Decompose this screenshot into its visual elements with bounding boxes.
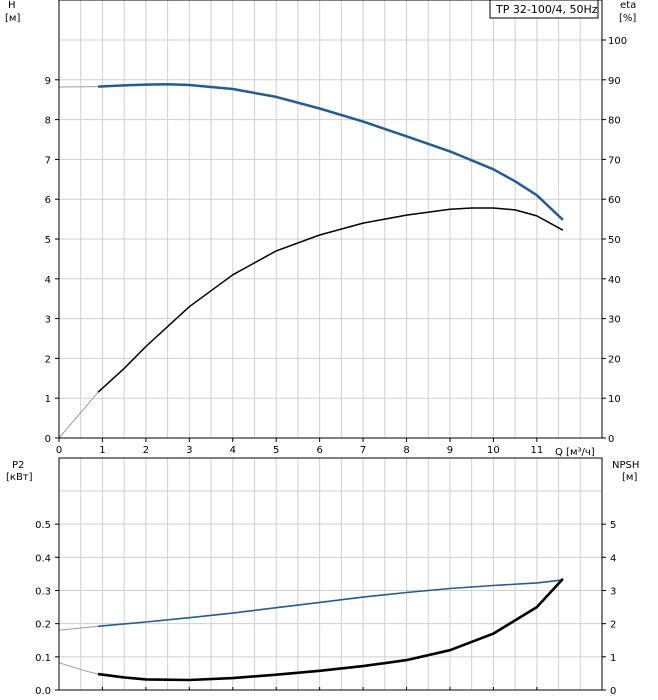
bottom-right-tick-label: 1 — [610, 653, 616, 664]
top-left-axis-title-line1: H — [8, 0, 16, 11]
top-left-axis-title-line2: [м] — [5, 13, 20, 24]
top-right-tick-label: 80 — [608, 116, 621, 127]
top-right-axis-title-line1: eta — [620, 0, 636, 11]
top-grid — [59, 0, 602, 438]
top-right-tick-label: 50 — [608, 235, 621, 246]
top-right-tick-label: 100 — [608, 36, 627, 47]
bottom-left-tick-label: 0.1 — [35, 653, 51, 664]
bottom-right-axis-title-line2: [м] — [622, 472, 637, 483]
top-left-tick-label: 3 — [45, 315, 51, 326]
x-tick-label: 10 — [487, 445, 500, 456]
bottom-right-tick-label: 5 — [610, 520, 616, 531]
bottom-curves — [58, 578, 564, 682]
x-tick-label: 8 — [403, 445, 409, 456]
bottom-left-tick-label: 0.3 — [35, 587, 51, 598]
top-right-axis-title-line2: [%] — [619, 13, 636, 24]
x-tick-label: 7 — [360, 445, 366, 456]
top-left-tick-label: 7 — [45, 155, 51, 166]
x-tick-label: 6 — [316, 445, 322, 456]
power-curve-line — [98, 579, 563, 628]
x-tick-label: 1 — [99, 445, 105, 456]
x-tick-label: 2 — [143, 445, 149, 456]
top-right-tick-label: 0 — [608, 434, 614, 445]
top-left-tick-label: 4 — [45, 275, 51, 286]
bottom-right-axis-title-line1: NPSH — [612, 460, 639, 471]
efficiency-curve-extrapolated-segment — [58, 391, 99, 439]
top-left-tick-label: 0 — [45, 434, 51, 445]
top-curves — [58, 82, 564, 439]
top-plot-frame — [58, 0, 603, 439]
top-left-tick-label: 2 — [45, 354, 51, 365]
bottom-right-tick-label: 4 — [610, 553, 616, 564]
bottom-right-tick-label: 3 — [610, 587, 616, 598]
bottom-left-axis-title-line1: P2 — [12, 460, 24, 471]
top-left-tick-label: 8 — [45, 116, 51, 127]
x-tick-label: 9 — [447, 445, 453, 456]
bottom-left-tick-label: 0.5 — [35, 520, 51, 531]
bottom-plot-frame — [58, 457, 603, 691]
x-tick-label: 3 — [186, 445, 192, 456]
legend-box — [489, 0, 599, 19]
bottom-ticks: 0.0 0.1 0.2 0.3 0.4 0.5 0 1 2 3 4 5 — [35, 520, 616, 697]
bottom-right-tick-label: 0 — [610, 686, 616, 697]
bottom-left-tick-label: 0.4 — [35, 553, 51, 564]
top-left-tick-label: 9 — [45, 76, 51, 87]
top-left-tick-label: 5 — [45, 235, 51, 246]
bottom-right-tick-label: 2 — [610, 620, 616, 631]
bottom-grid — [59, 458, 602, 690]
top-left-tick-label: 1 — [45, 394, 51, 405]
top-right-tick-label: 70 — [608, 155, 621, 166]
bottom-left-tick-label: 0.2 — [35, 620, 51, 631]
top-right-tick-label: 20 — [608, 354, 621, 365]
bottom-left-axis-title-line2: [кВт] — [6, 472, 33, 483]
top-right-tick-label: 90 — [608, 76, 621, 87]
x-tick-label: 11 — [530, 445, 543, 456]
efficiency-curve-line — [97, 207, 564, 393]
top-right-tick-label: 60 — [608, 195, 621, 206]
legend-label: TP 32-100/4, 50Hz — [495, 3, 598, 16]
x-tick-label: 4 — [230, 445, 236, 456]
top-right-tick-label: 10 — [608, 394, 621, 405]
top-right-tick-label: 40 — [608, 275, 621, 286]
head-curve-line — [98, 82, 564, 221]
bottom-left-tick-label: 0.0 — [35, 686, 51, 697]
x-axis-label: Q [м³/ч] — [555, 447, 595, 458]
npsh-curve-line — [97, 578, 564, 682]
x-tick-label: 5 — [273, 445, 279, 456]
x-tick-label: 0 — [56, 445, 62, 456]
power-curve-extrapolated-segment — [58, 625, 99, 631]
top-right-tick-label: 30 — [608, 315, 621, 326]
npsh-curve-extrapolated-segment — [58, 662, 99, 675]
top-left-tick-label: 6 — [45, 195, 51, 206]
